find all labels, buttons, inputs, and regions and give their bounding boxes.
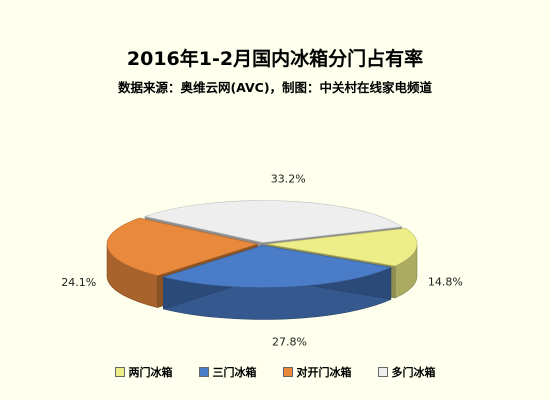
slice-label: 24.1% bbox=[61, 276, 96, 289]
legend: 两门冰箱 三门冰箱 对开门冰箱 多门冰箱 bbox=[0, 364, 550, 380]
chart-subtitle: 数据来源：奥维云网(AVC)，制图：中关村在线家电频道 bbox=[117, 80, 433, 95]
slice-label: 27.8% bbox=[272, 335, 307, 348]
slice-label: 14.8% bbox=[428, 275, 463, 288]
chart-title: 2016年1-2月国内冰箱分门占有率 bbox=[126, 48, 424, 70]
legend-swatch bbox=[198, 367, 209, 377]
legend-item: 两门冰箱 bbox=[114, 364, 173, 380]
legend-label: 三门冰箱 bbox=[212, 366, 257, 379]
pie-slice-对开门冰箱 bbox=[106, 217, 259, 276]
slice-label: 33.2% bbox=[271, 173, 306, 186]
legend-item: 对开门冰箱 bbox=[282, 364, 352, 380]
legend-label: 两门冰箱 bbox=[128, 366, 173, 379]
legend-swatch bbox=[282, 367, 293, 377]
legend-label: 多门冰箱 bbox=[391, 366, 436, 379]
pie-slice-多门冰箱 bbox=[144, 200, 403, 243]
legend-item: 三门冰箱 bbox=[198, 364, 257, 380]
legend-label: 对开门冰箱 bbox=[296, 366, 352, 379]
legend-item: 多门冰箱 bbox=[377, 364, 436, 380]
legend-swatch bbox=[377, 367, 388, 377]
pie-slice-两门冰箱 bbox=[266, 228, 418, 267]
legend-swatch bbox=[114, 367, 125, 377]
pie-slice-三门冰箱 bbox=[162, 245, 392, 288]
